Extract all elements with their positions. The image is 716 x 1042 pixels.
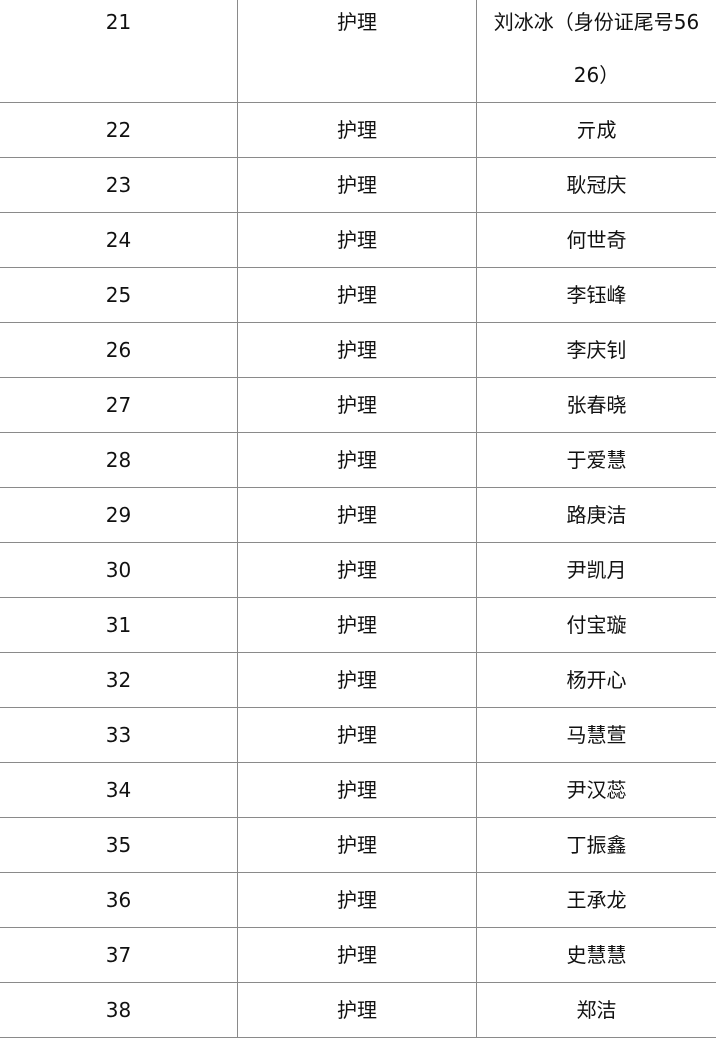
cell-name: 郑洁 bbox=[476, 983, 716, 1037]
table-row: 28 护理 于爱慧 bbox=[0, 433, 716, 488]
cell-number: 23 bbox=[105, 173, 132, 197]
cell-name: 丁振鑫 bbox=[476, 818, 716, 872]
cell-category: 护理 bbox=[237, 323, 476, 377]
cell-category: 护理 bbox=[237, 983, 476, 1037]
table-row: 37 护理 史慧慧 bbox=[0, 928, 716, 983]
cell-name: 付宝璇 bbox=[476, 598, 716, 652]
cell-category: 护理 bbox=[237, 0, 476, 102]
cell-number: 27 bbox=[105, 393, 132, 417]
cell-category: 护理 bbox=[237, 708, 476, 762]
cell-number: 28 bbox=[105, 448, 132, 472]
cell-name: 于爱慧 bbox=[476, 433, 716, 487]
table-row: 24 护理 何世奇 bbox=[0, 213, 716, 268]
cell-category: 护理 bbox=[237, 488, 476, 542]
cell-name: 杨开心 bbox=[476, 653, 716, 707]
cell-name: 王承龙 bbox=[476, 873, 716, 927]
cell-number: 21 bbox=[105, 10, 132, 34]
cell-number: 26 bbox=[105, 338, 132, 362]
cell-number: 35 bbox=[105, 833, 132, 857]
cell-number: 33 bbox=[105, 723, 132, 747]
cell-name: 李庆钊 bbox=[476, 323, 716, 377]
cell-name: 史慧慧 bbox=[476, 928, 716, 982]
cell-name: 何世奇 bbox=[476, 213, 716, 267]
cell-name: 尹凯月 bbox=[476, 543, 716, 597]
cell-number: 36 bbox=[105, 888, 132, 912]
table-row: 34 护理 尹汉蕊 bbox=[0, 763, 716, 818]
cell-number: 30 bbox=[105, 558, 132, 582]
cell-category: 护理 bbox=[237, 268, 476, 322]
table-row: 27 护理 张春晓 bbox=[0, 378, 716, 433]
cell-category: 护理 bbox=[237, 818, 476, 872]
table-row: 29 护理 路庚洁 bbox=[0, 488, 716, 543]
cell-category: 护理 bbox=[237, 763, 476, 817]
cell-number: 38 bbox=[105, 998, 132, 1022]
table-row: 38 护理 郑洁 bbox=[0, 983, 716, 1038]
cell-category: 护理 bbox=[237, 378, 476, 432]
cell-name: 张春晓 bbox=[476, 378, 716, 432]
table-row: 31 护理 付宝璇 bbox=[0, 598, 716, 653]
table-row: 26 护理 李庆钊 bbox=[0, 323, 716, 378]
cell-category: 护理 bbox=[237, 873, 476, 927]
cell-category: 护理 bbox=[237, 433, 476, 487]
table-row: 35 护理 丁振鑫 bbox=[0, 818, 716, 873]
cell-category: 护理 bbox=[237, 158, 476, 212]
table-row: 21 护理 刘冰冰（身份证尾号5626） bbox=[0, 0, 716, 103]
cell-number: 25 bbox=[105, 283, 132, 307]
cell-name: 尹汉蕊 bbox=[476, 763, 716, 817]
cell-number: 37 bbox=[105, 943, 132, 967]
table-row: 33 护理 马慧萱 bbox=[0, 708, 716, 763]
cell-number: 34 bbox=[105, 778, 132, 802]
cell-number: 29 bbox=[105, 503, 132, 527]
cell-number: 22 bbox=[105, 118, 132, 142]
cell-name: 耿冠庆 bbox=[476, 158, 716, 212]
table-row: 23 护理 耿冠庆 bbox=[0, 158, 716, 213]
cell-category: 护理 bbox=[237, 543, 476, 597]
table-row: 22 护理 亓成 bbox=[0, 103, 716, 158]
cell-name: 刘冰冰（身份证尾号5626） bbox=[476, 0, 716, 102]
cell-name: 李钰峰 bbox=[476, 268, 716, 322]
cell-name: 亓成 bbox=[476, 103, 716, 157]
cell-number: 31 bbox=[105, 613, 132, 637]
cell-category: 护理 bbox=[237, 598, 476, 652]
cell-number: 24 bbox=[105, 228, 132, 252]
cell-category: 护理 bbox=[237, 653, 476, 707]
cell-category: 护理 bbox=[237, 103, 476, 157]
cell-name: 路庚洁 bbox=[476, 488, 716, 542]
cell-category: 护理 bbox=[237, 928, 476, 982]
table-row: 32 护理 杨开心 bbox=[0, 653, 716, 708]
cell-category: 护理 bbox=[237, 213, 476, 267]
table-row: 30 护理 尹凯月 bbox=[0, 543, 716, 598]
cell-name: 马慧萱 bbox=[476, 708, 716, 762]
table-row: 25 护理 李钰峰 bbox=[0, 268, 716, 323]
cell-number: 32 bbox=[105, 668, 132, 692]
table-row: 36 护理 王承龙 bbox=[0, 873, 716, 928]
